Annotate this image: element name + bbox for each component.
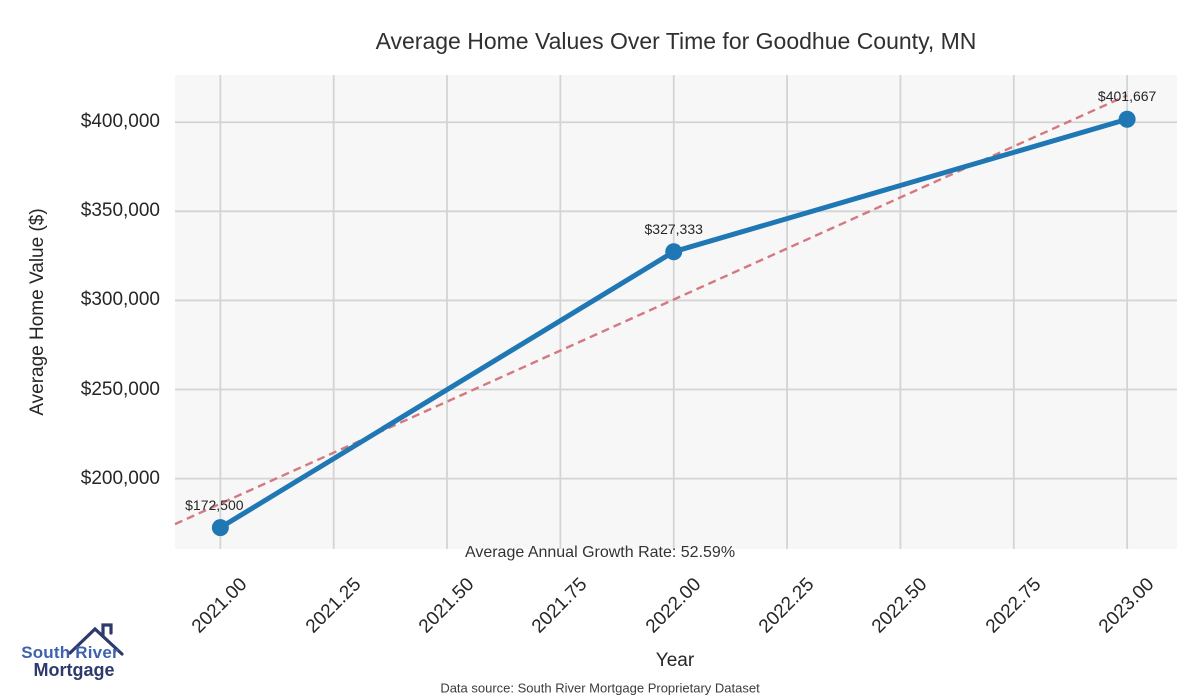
logo-line-mortgage: Mortgage: [33, 660, 115, 680]
data-point-marker: [665, 243, 683, 261]
y-axis-tick-label: $300,000: [80, 289, 160, 311]
point-value-label: $327,333: [644, 220, 703, 237]
x-axis-label: Year: [655, 650, 695, 671]
growth-rate-annotation: Average Annual Growth Rate: 52.59%: [464, 544, 736, 561]
logo-line-south-river: South River: [21, 643, 119, 662]
point-value-label: $401,667: [1097, 88, 1157, 105]
y-axis-tick-label: $350,000: [80, 200, 160, 222]
y-axis-tick-label: $200,000: [80, 467, 160, 489]
y-axis-tick-label: $400,000: [80, 111, 160, 133]
data-source-caption: Data source: South River Mortgage Propri…: [440, 680, 760, 696]
logo-text: South River Mortgage: [14, 644, 126, 679]
chart-title: Average Home Values Over Time for Goodhu…: [375, 28, 977, 54]
data-point-marker: [211, 519, 229, 537]
company-logo: South River Mortgage: [14, 616, 130, 686]
trend-line: [174, 94, 1128, 526]
y-axis-tick-label: $250,000: [80, 378, 160, 400]
data-point-marker: [1118, 110, 1136, 128]
point-value-label: $172,500: [185, 496, 244, 513]
house-roof-icon: [68, 623, 124, 656]
